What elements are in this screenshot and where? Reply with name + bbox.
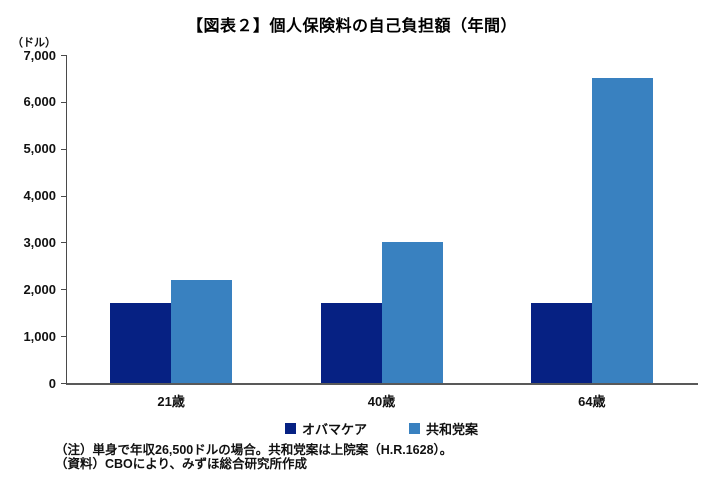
y-tick-label: 3,000	[23, 234, 56, 250]
bar-series-2-64歳	[591, 78, 653, 383]
y-tick-label: 6,000	[23, 94, 56, 110]
y-tick-label: 1,000	[23, 328, 56, 344]
bar-series-1-21歳	[110, 303, 172, 383]
y-tick-label: 4,000	[23, 188, 56, 204]
y-tick-mark	[61, 195, 66, 197]
legend-label: オバマケア	[301, 422, 367, 437]
bar-series-2-21歳	[171, 279, 233, 383]
note-line-2: （資料）CBOにより、みずほ総合研究所作成	[55, 457, 308, 471]
y-tick-mark	[61, 289, 66, 291]
note-line-1: （注）単身で年収26,500ドルの場合。共和党案は上院案（H.R.1628）。	[55, 443, 453, 457]
chart-title: 【図表２】個人保険料の自己負担額（年間）	[186, 18, 517, 35]
plot-area	[66, 55, 698, 385]
x-category-label: 40歳	[367, 394, 396, 409]
y-tick-mark	[61, 242, 66, 244]
x-category-label: 21歳	[157, 394, 185, 409]
legend-item: オバマケア	[284, 419, 367, 438]
y-tick-mark	[61, 336, 66, 338]
legend-label: 共和党案	[426, 422, 479, 437]
y-tick-mark	[61, 55, 66, 56]
bar-series-1-64歳	[530, 303, 592, 383]
y-tick-mark	[61, 148, 66, 150]
notes: （注）単身で年収26,500ドルの場合。共和党案は上院案（H.R.1628）。 …	[55, 443, 452, 471]
legend-item: 共和党案	[409, 419, 478, 438]
y-tick-label: 7,000	[23, 47, 56, 63]
y-axis-unit-label: （ドル）	[12, 37, 56, 49]
y-tick-label: 5,000	[23, 141, 56, 157]
y-tick-mark	[61, 101, 66, 103]
legend: オバマケア 共和党案	[66, 419, 697, 438]
bar-series-2-40歳	[381, 242, 443, 383]
y-tick-label: 2,000	[23, 281, 56, 297]
y-tick-mark	[61, 383, 66, 384]
y-tick-label: 0	[48, 375, 56, 391]
x-category-label: 64歳	[578, 394, 606, 409]
bar-series-1-40歳	[320, 303, 382, 383]
legend-swatch-icon	[409, 423, 420, 434]
legend-swatch-icon	[284, 423, 296, 434]
